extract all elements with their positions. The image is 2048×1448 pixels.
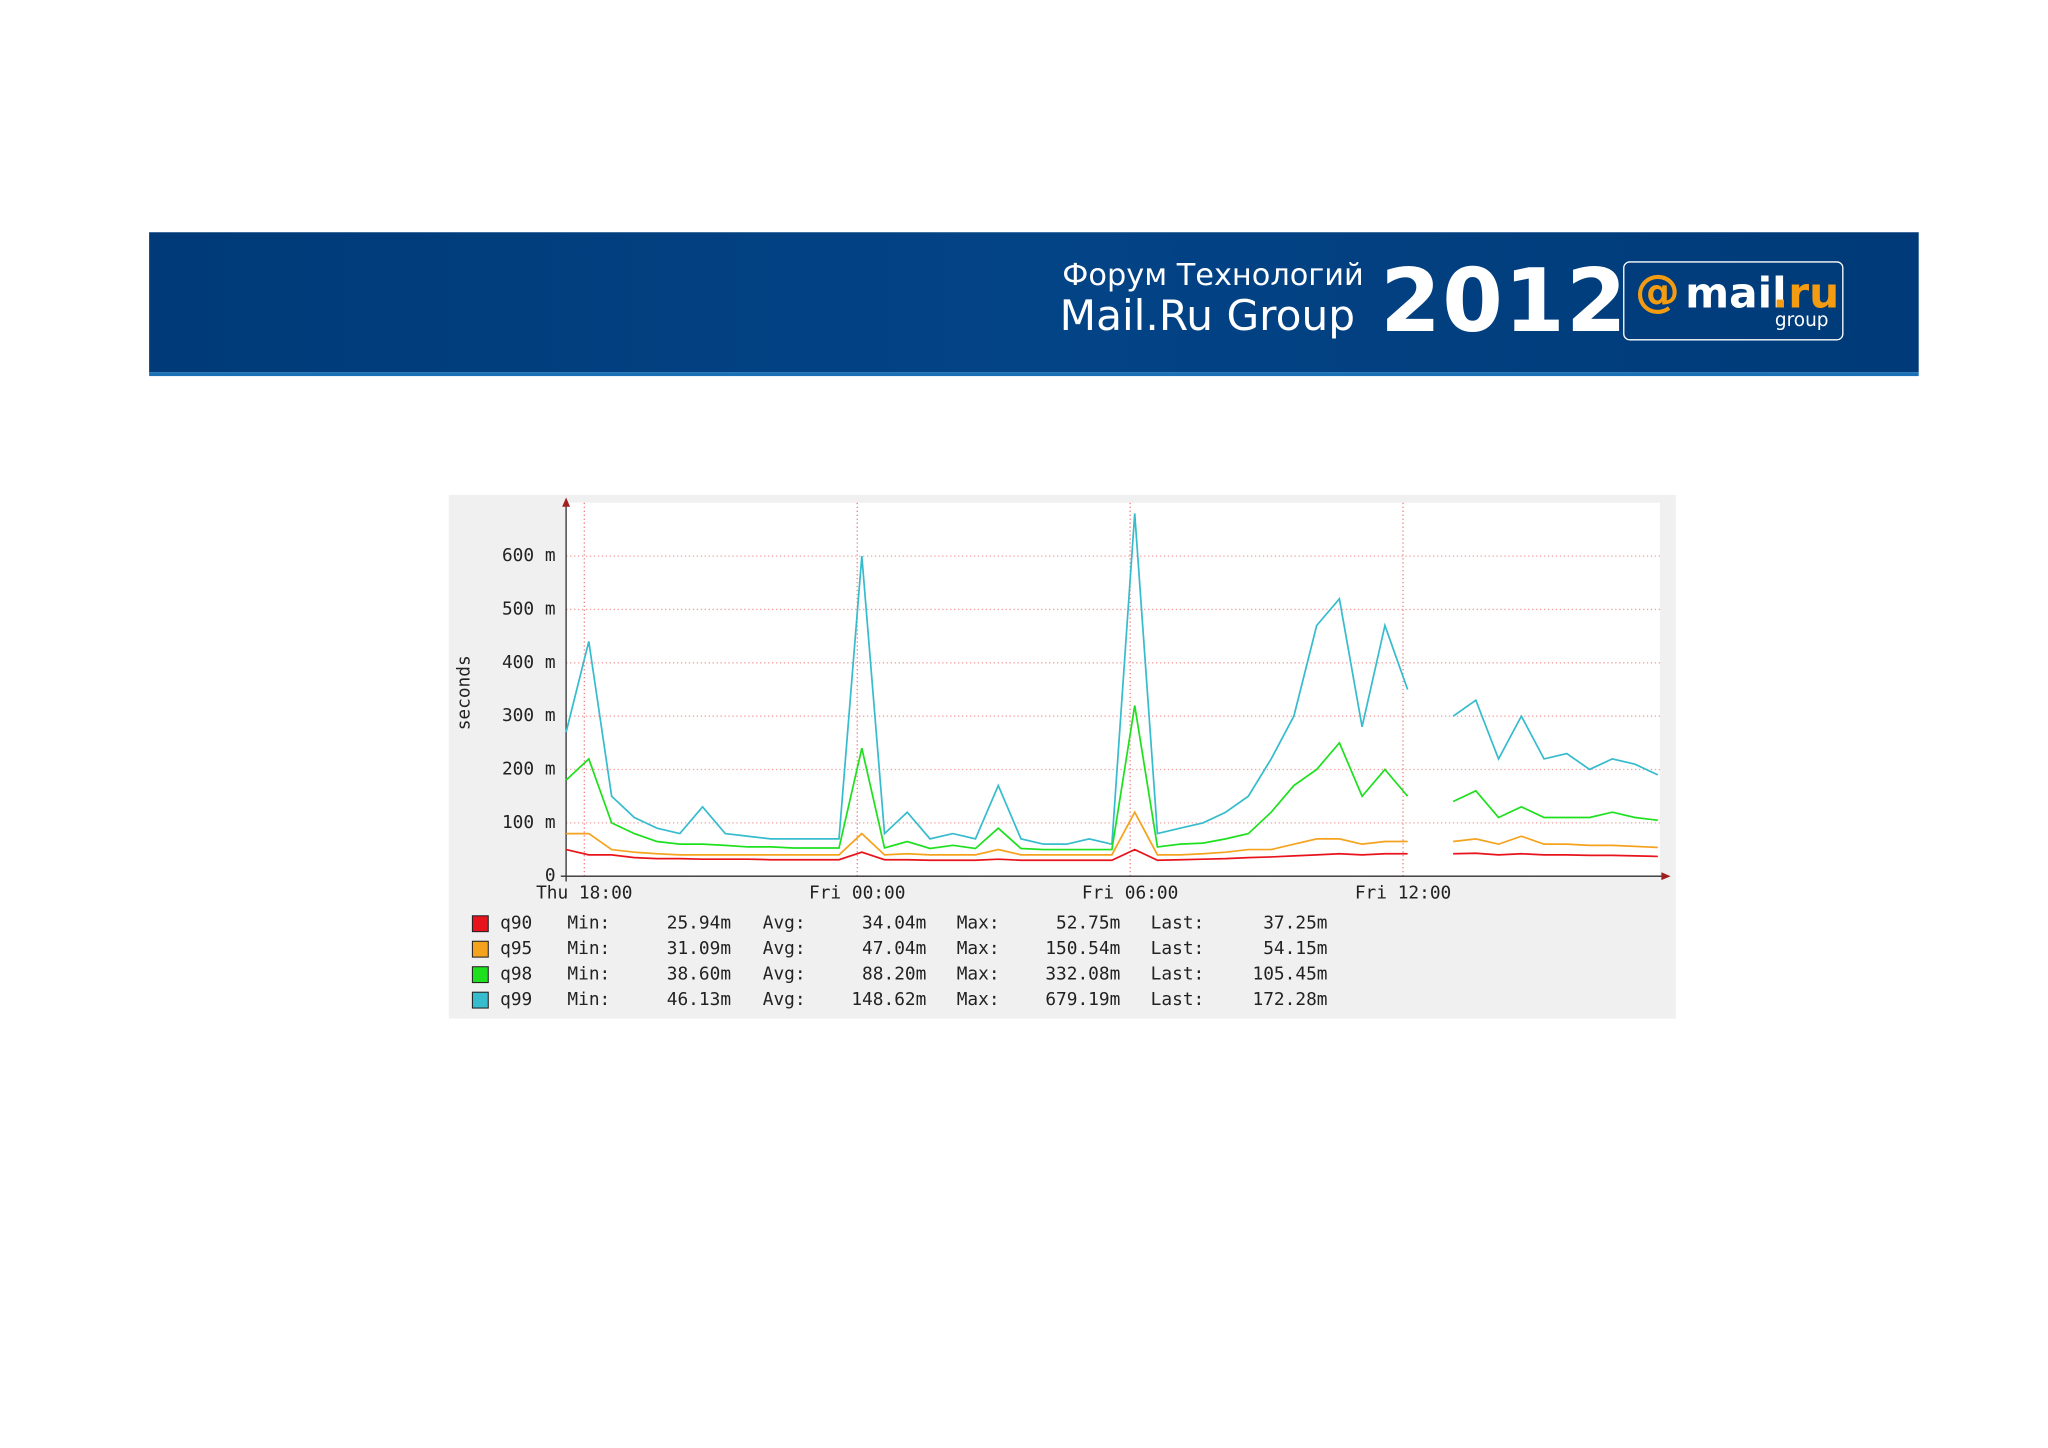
group-title: Mail.Ru Group (1059, 290, 1356, 341)
legend-swatch (471, 991, 489, 1009)
legend-stat-value: 150.54m (1045, 938, 1120, 959)
legend-stat-label: Avg: (763, 938, 806, 959)
year: 2012 (1380, 250, 1628, 353)
legend-stat-label: Last: (1151, 989, 1205, 1010)
legend-stat-value: 172.28m (1253, 989, 1328, 1010)
legend-stat-label: Min: (567, 938, 610, 959)
x-tick-label: Fri 00:00 (809, 882, 905, 903)
legend-swatch (471, 966, 489, 984)
x-axis-arrow (1661, 872, 1671, 881)
legend-stat-value: 46.13m (667, 989, 731, 1010)
legend-stat-label: Max: (957, 989, 1000, 1010)
legend-stat-value: 88.20m (862, 964, 926, 985)
legend-stat-value: 47.04m (862, 938, 926, 959)
logo-mail: mail (1685, 267, 1787, 319)
legend-stat-value: 105.45m (1253, 964, 1328, 985)
legend-stat-label: Max: (957, 938, 1000, 959)
legend-stat-value: 37.25m (1263, 913, 1327, 934)
legend-stat-value: 679.19m (1045, 989, 1120, 1010)
chart: seconds 0 100 m 200 m 300 m 400 m 500 m 600 m T… (448, 494, 1676, 1019)
y-tick-label: 100 m (502, 812, 556, 833)
legend-stat-label: Max: (957, 964, 1000, 985)
legend-swatch (471, 940, 489, 958)
legend-stat-label: Max: (957, 913, 1000, 934)
x-tick-label: Thu 18:00 (536, 882, 632, 903)
legend-stat-label: Avg: (763, 964, 806, 985)
legend-stat-value: 52.75m (1056, 913, 1120, 934)
legend-stat-label: Last: (1151, 938, 1205, 959)
y-tick-label: 600 m (502, 545, 556, 566)
logo-at: @ (1634, 265, 1680, 319)
y-tick-label: 200 m (502, 759, 556, 780)
legend-name: q99 (500, 989, 532, 1010)
legend-stat-value: 38.60m (667, 964, 731, 985)
legend-stat-label: Avg: (763, 989, 806, 1010)
legend-stat-label: Last: (1151, 913, 1205, 934)
logo-group: group (1774, 310, 1829, 332)
legend-name: q90 (500, 913, 532, 934)
x-tick-label: Fri 12:00 (1355, 882, 1451, 903)
legend-stat-value: 332.08m (1045, 964, 1120, 985)
series-line (566, 810, 1658, 856)
legend-stat-label: Avg: (763, 913, 806, 934)
y-axis-label: seconds (453, 655, 474, 730)
legend-stat-value: 54.15m (1263, 938, 1327, 959)
series-line (565, 848, 1658, 862)
y-tick-label: 0 (545, 865, 556, 886)
legend-stat-label: Last: (1151, 964, 1205, 985)
legend-name: q95 (500, 938, 532, 959)
logo: @ mail .ru group (1623, 261, 1844, 341)
y-axis-arrow (562, 497, 571, 507)
legend-name: q98 (500, 964, 532, 985)
legend-stat-value: 31.09m (667, 938, 731, 959)
series-line (565, 513, 1659, 846)
forum-title: Форум Технологий (1062, 258, 1364, 293)
legend-stat-value: 34.04m (862, 913, 926, 934)
legend-stat-value: 25.94m (667, 913, 731, 934)
y-tick-label: 500 m (502, 598, 556, 619)
y-tick-label: 300 m (502, 705, 556, 726)
series-line (565, 705, 1658, 851)
x-tick-label: Fri 06:00 (1082, 882, 1178, 903)
plot-area (566, 502, 1661, 877)
legend-stat-label: Min: (567, 964, 610, 985)
legend-swatch (471, 915, 489, 933)
legend-stat-value: 148.62m (851, 989, 926, 1010)
y-tick-label: 400 m (502, 652, 556, 673)
legend-stat-label: Min: (567, 989, 610, 1010)
logo-ru: .ru (1772, 267, 1840, 319)
banner: Форум Технологий Mail.Ru Group 2012 @ ma… (149, 232, 1919, 377)
legend-stat-label: Min: (567, 913, 610, 934)
